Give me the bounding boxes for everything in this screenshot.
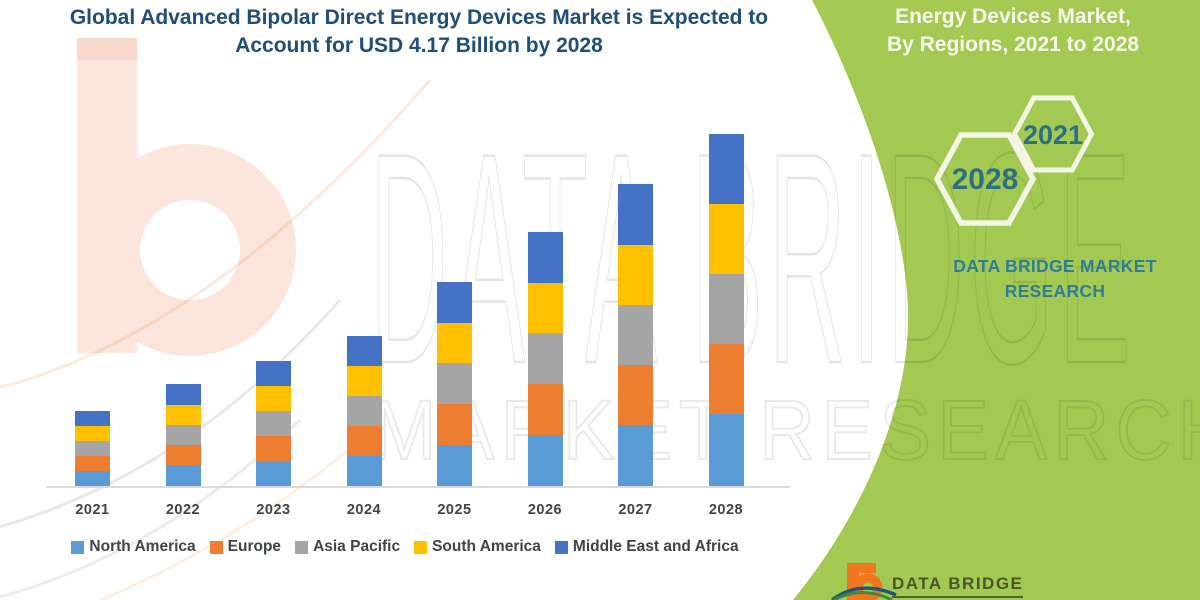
segment-europe (437, 404, 472, 445)
segment-middle-east-and-africa (527, 232, 563, 283)
segment-europe (346, 426, 382, 456)
segment-north-america (256, 461, 291, 486)
segment-north-america (527, 435, 563, 486)
legend-swatch-icon (209, 540, 223, 554)
segment-asia-pacific (437, 363, 472, 404)
segment-south-america (527, 283, 563, 333)
stacked-bar-2026 (527, 232, 563, 486)
x-axis-line (46, 486, 790, 488)
segment-middle-east-and-africa (618, 184, 653, 245)
segment-europe (75, 456, 110, 471)
legend-swatch-icon (71, 540, 85, 554)
legend-swatch-icon (554, 540, 568, 554)
segment-south-america (165, 405, 201, 425)
legend-label: North America (89, 538, 196, 555)
segment-north-america (165, 465, 201, 486)
segment-europe (165, 445, 201, 465)
segment-south-america (75, 426, 110, 441)
stacked-bar-2025 (437, 282, 472, 486)
legend-item-asia-pacific: Asia Pacific (295, 538, 400, 556)
segment-middle-east-and-africa (165, 384, 201, 405)
segment-north-america (618, 425, 653, 486)
x-axis-label-2023: 2023 (256, 502, 291, 518)
segment-asia-pacific (256, 411, 291, 436)
segment-middle-east-and-africa (437, 282, 472, 323)
x-axis-label-2025: 2025 (437, 502, 472, 518)
chart-title: Global Advanced Bipolar Direct Energy De… (69, 6, 769, 57)
x-axis-label-2027: 2027 (618, 502, 653, 518)
stacked-bar-2023 (256, 361, 291, 486)
stacked-bar-2027 (618, 184, 653, 486)
segment-europe (527, 384, 563, 435)
segment-south-america (618, 245, 653, 305)
segment-asia-pacific (75, 441, 110, 456)
footer-brand-name: DATA BRIDGE (892, 574, 1024, 598)
stacked-bar-2028 (708, 134, 744, 486)
hexagon-2021-label: 2021 (1023, 120, 1083, 150)
panel-heading-line2: By Regions, 2021 to 2028 (886, 33, 1140, 57)
legend-item-middle-east-and-africa: Middle East and Africa (554, 538, 739, 556)
segment-middle-east-and-africa (256, 361, 291, 386)
legend-label: Middle East and Africa (572, 538, 739, 555)
segment-south-america (346, 366, 382, 396)
x-axis-label-2022: 2022 (165, 502, 201, 518)
stacked-bar-2021 (75, 411, 110, 486)
legend-label: Asia Pacific (313, 538, 401, 555)
segment-north-america (75, 471, 110, 486)
stacked-bar-2022 (165, 384, 201, 486)
green-swoosh-shape (793, 0, 1200, 600)
segment-asia-pacific (708, 274, 744, 344)
hexagon-2021 (1011, 95, 1095, 173)
segment-asia-pacific (165, 425, 201, 445)
panel-heading: Energy Devices Market, By Regions, 2021 … (856, 3, 1170, 60)
data-bridge-logo-icon (830, 563, 897, 600)
x-axis-label-2021: 2021 (75, 502, 110, 518)
segment-south-america (437, 323, 472, 363)
segment-europe (256, 436, 291, 461)
chart-legend: North America Europe Asia Pacific South Ame… (30, 538, 780, 556)
segment-south-america (256, 386, 291, 411)
x-axis-label-2024: 2024 (346, 502, 382, 518)
segment-middle-east-and-africa (346, 336, 382, 366)
hexagon-year-badges: 2028 2021 (933, 95, 1095, 226)
legend-item-north-america: North America (71, 538, 196, 556)
legend-item-south-america: South America (414, 538, 541, 556)
segment-europe (708, 344, 744, 414)
segment-middle-east-and-africa (75, 411, 110, 426)
x-axis-label-2026: 2026 (527, 502, 563, 518)
panel-brand-text: DATA BRIDGE MARKET RESEARCH (953, 256, 1157, 301)
panel-heading-line1: Energy Devices Market, (895, 5, 1131, 28)
legend-swatch-icon (414, 540, 428, 554)
segment-europe (618, 365, 653, 425)
segment-asia-pacific (527, 333, 563, 384)
segment-north-america (708, 414, 744, 486)
legend-label: Europe (227, 538, 282, 555)
segment-asia-pacific (346, 396, 382, 426)
segment-north-america (346, 456, 382, 486)
legend-item-europe: Europe (209, 538, 282, 556)
segment-asia-pacific (618, 305, 653, 365)
segment-middle-east-and-africa (708, 134, 744, 204)
hexagon-2028 (933, 132, 1037, 226)
x-axis-label-2028: 2028 (708, 502, 744, 518)
legend-swatch-icon (295, 540, 309, 554)
hexagon-2028-label: 2028 (952, 163, 1019, 196)
stacked-bar-2024 (346, 336, 382, 486)
legend-label: South America (432, 538, 541, 555)
segment-north-america (437, 445, 472, 486)
segment-south-america (708, 204, 744, 274)
